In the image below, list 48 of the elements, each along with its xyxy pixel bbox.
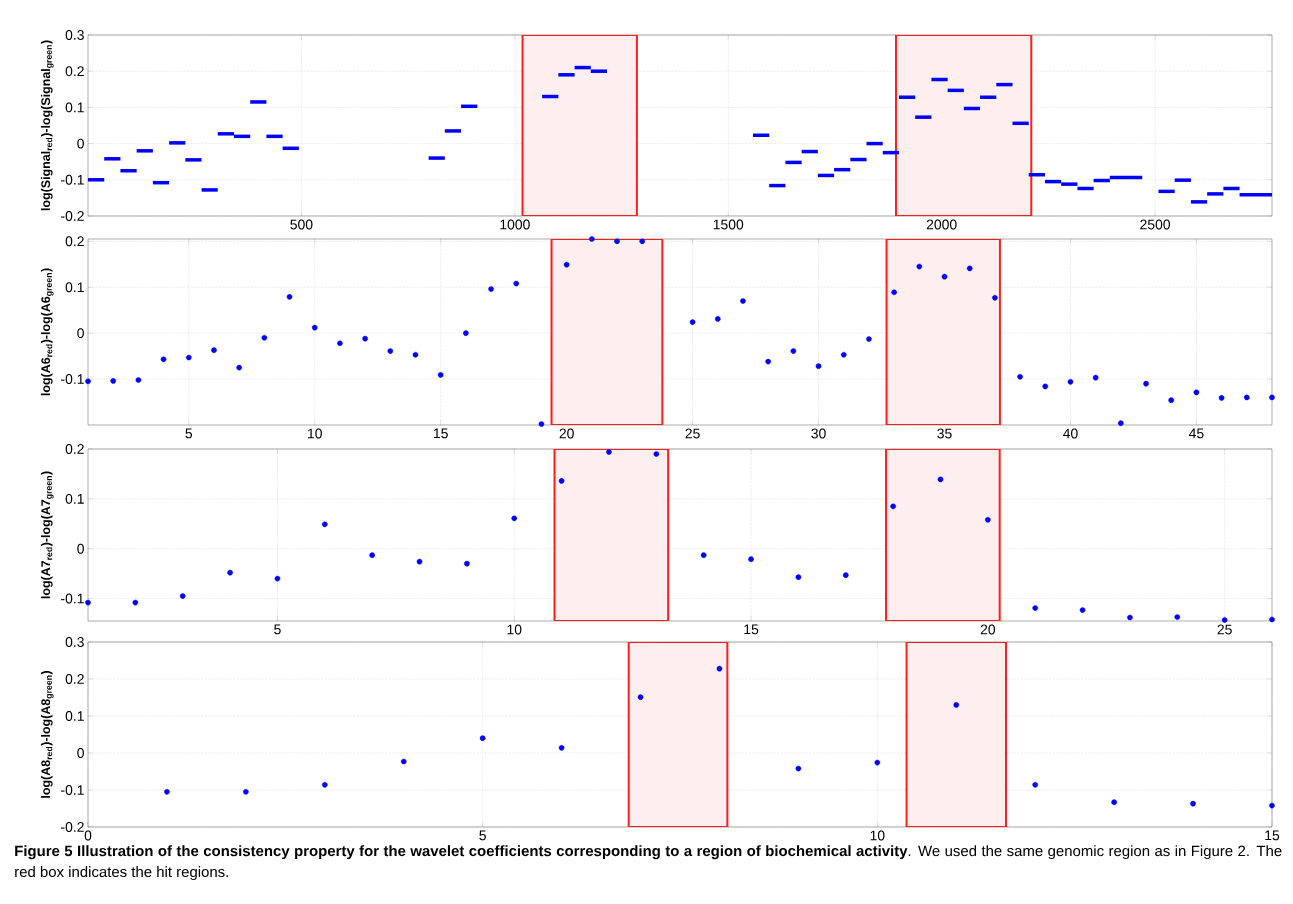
y-axis-title: log(A6$_{red}$)-log(A6$_{green}$) bbox=[40, 268, 54, 396]
x-tick-label: 10 bbox=[308, 428, 322, 439]
y-tick-label: 0.2 bbox=[65, 236, 84, 247]
y-tick-label: 0.3 bbox=[65, 637, 84, 647]
y-tick-label: 0.2 bbox=[65, 674, 84, 684]
y-tick-label: 0 bbox=[77, 543, 84, 554]
y-tick-label: 0.1 bbox=[65, 711, 84, 721]
y-tick-label: 0.3 bbox=[65, 30, 84, 40]
x-tick-label: 2500 bbox=[1140, 219, 1171, 230]
x-tick-label: 25 bbox=[1217, 624, 1232, 635]
x-tick-label: 1000 bbox=[500, 219, 530, 230]
y-tick-label: -0.1 bbox=[61, 785, 84, 795]
x-tick-label: 20 bbox=[559, 428, 574, 439]
x-tick-label: 0 bbox=[84, 830, 92, 841]
x-tick-label: 1500 bbox=[713, 219, 744, 230]
y-tick-label: -0.1 bbox=[61, 593, 84, 604]
y-tick-label: 0 bbox=[77, 748, 84, 758]
text: Figure 5 Illustration of the consistency property for the wavelet coefficients corresponding to a region of biochemical activity. We used the same genomic region as in Figure 2. The red box indicates the hit regions. bbox=[15, 845, 1282, 881]
y-tick-label: -0.1 bbox=[61, 174, 84, 185]
y-tick-label: -0.2 bbox=[61, 822, 84, 832]
x-tick-label: 2000 bbox=[926, 219, 957, 230]
x-tick-label: 5 bbox=[185, 428, 193, 439]
y-axis-title: log(A7$_{red}$)-log(A7$_{green}$) bbox=[40, 471, 54, 599]
x-tick-label: 15 bbox=[744, 624, 759, 635]
x-tick-label: 30 bbox=[811, 428, 826, 439]
x-tick-label: 40 bbox=[1063, 428, 1078, 439]
y-tick-label: 0.2 bbox=[65, 66, 84, 77]
y-tick-label: 0.1 bbox=[65, 102, 84, 113]
y-tick-label: 0 bbox=[77, 328, 84, 339]
y-axis-title: log(Signal$_{red}$)-log(Signal$_{green}$) bbox=[40, 40, 54, 211]
x-tick-label: 25 bbox=[685, 428, 700, 439]
x-tick-label: 15 bbox=[1265, 830, 1280, 841]
x-tick-label: 45 bbox=[1188, 428, 1204, 439]
x-tick-label: 10 bbox=[870, 830, 885, 841]
x-tick-label: 20 bbox=[980, 624, 996, 635]
x-tick-label: 5 bbox=[479, 830, 486, 841]
x-tick-label: 500 bbox=[290, 219, 313, 230]
y-tick-label: 0 bbox=[77, 138, 84, 149]
x-tick-label: 10 bbox=[507, 624, 522, 635]
y-tick-label: 0.1 bbox=[65, 493, 84, 504]
x-tick-label: 15 bbox=[433, 428, 448, 439]
y-tick-label: 0.2 bbox=[65, 444, 84, 454]
y-tick-label: -0.1 bbox=[61, 374, 84, 385]
x-tick-label: 5 bbox=[274, 624, 281, 635]
y-tick-label: -0.2 bbox=[61, 211, 84, 221]
y-axis-title: log(A8$_{red}$)-log(A8$_{green}$) bbox=[40, 671, 54, 798]
y-tick-label: 0.1 bbox=[65, 282, 84, 293]
x-tick-label: 35 bbox=[937, 428, 952, 439]
